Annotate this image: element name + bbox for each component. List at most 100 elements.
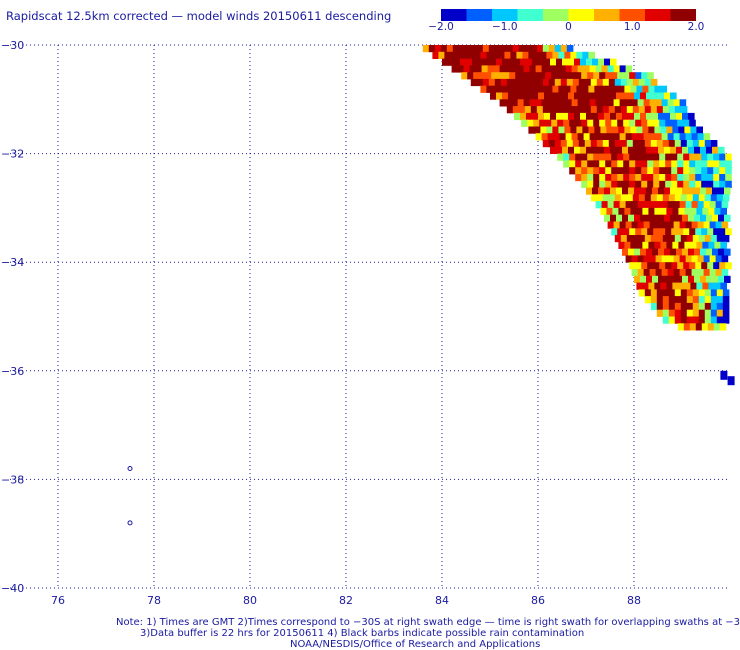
wind-cell [611,180,618,188]
wind-cell [698,140,706,148]
wind-cell [451,65,459,73]
wind-cell [576,126,583,134]
wind-cell [563,119,570,127]
wind-cell [668,309,676,317]
wind-cell [588,51,595,59]
wind-cell [598,146,605,154]
wind-cell [679,269,687,277]
wind-cell [641,119,648,127]
wind-cell [670,112,677,121]
wind-cell [526,58,533,66]
wind-cell [644,235,652,243]
wind-cell [604,146,611,154]
wind-cell [500,78,508,87]
wind-cell [569,167,576,175]
wind-cell [548,45,556,53]
wind-cell [468,51,475,59]
wind-cell [634,187,641,195]
wind-cell [656,302,664,311]
wind-cell [707,153,714,161]
wind-cell [460,58,467,66]
wind-cell [696,126,703,134]
wind-cell [623,167,630,175]
wind-cell [634,214,641,222]
wind-cell [646,275,653,283]
wind-cell [707,262,714,270]
wind-cell [584,78,592,87]
wind-cell [599,180,606,188]
wind-cell [618,126,625,134]
wind-cell [698,194,706,202]
wind-cell [650,289,658,297]
wind-cell [698,302,706,311]
wind-cell [715,201,723,209]
wind-cell [628,214,635,222]
wind-cell [529,65,537,73]
wind-cell [620,194,628,202]
wind-cell [582,85,589,93]
wind-cell [650,78,658,87]
wind-cell [593,160,600,168]
wind-cell [566,106,574,114]
wind-cell [671,167,678,175]
wind-cell [628,92,635,100]
wind-cell [661,133,669,141]
wind-cell [604,214,611,222]
wind-cell [720,241,727,249]
wind-cell [576,51,583,59]
wind-cell [593,167,600,175]
wind-cell [719,262,726,270]
wind-cell [683,228,690,236]
wind-cell [440,45,448,53]
wind-cell [710,194,718,202]
wind-cell [611,72,618,80]
wind-cell [637,99,645,107]
wind-barb [127,466,133,472]
wind-cell [679,133,687,141]
wind-cell [517,99,525,107]
wind-cell [581,153,588,161]
wind-cell [480,51,487,59]
wind-cell [664,112,671,121]
wind-cell [618,85,625,93]
wind-cell [536,106,544,114]
wind-cell [592,112,599,121]
wind-cell [607,99,615,107]
wind-cell [470,78,478,87]
wind-cell [593,153,600,161]
wind-cell [724,275,731,283]
wind-cell [671,160,678,168]
wind-cell [636,241,643,249]
wind-cell [570,126,577,134]
wind-cell [632,78,640,87]
wind-cell [626,78,634,87]
wind-cell [656,296,664,304]
wind-cell [624,241,631,249]
wind-cell [688,112,695,121]
wind-cell [670,187,677,195]
wind-cell [674,106,682,114]
wind-cell [587,160,594,168]
wind-cell [667,99,675,107]
wind-cell [652,92,659,100]
wind-cell [506,106,514,114]
wind-cell [719,167,726,175]
wind-cell [668,302,676,311]
wind-cell [712,187,719,195]
wind-cell [629,72,636,80]
wind-cell [614,106,622,114]
wind-cell [505,65,513,73]
wind-cell [623,160,630,168]
wind-cell [670,146,677,154]
wind-cell [608,194,616,202]
wind-cell [722,316,730,324]
wind-cell [494,45,502,53]
wind-cell [632,140,640,148]
wind-cell [476,78,484,87]
wind-cell [713,262,720,270]
wind-cell [601,133,609,141]
wind-cell [521,72,528,80]
wind-cell [640,214,647,222]
wind-cell [692,289,700,297]
wind-cell [701,167,708,175]
